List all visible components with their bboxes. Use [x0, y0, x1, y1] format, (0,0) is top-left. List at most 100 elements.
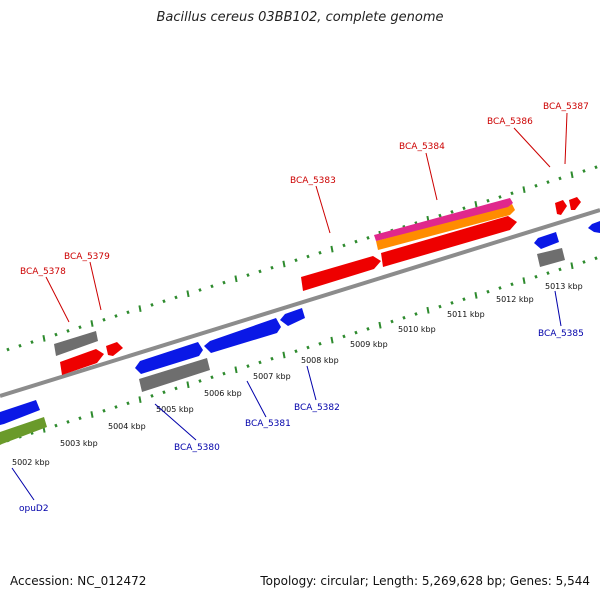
- minor-tick: [162, 390, 166, 395]
- gene-label-bca-5383: BCA_5383: [290, 176, 336, 186]
- major-tick: [522, 186, 526, 193]
- scale-labels: 5002 kbp 5003 kbp 5004 kbp 5005 kbp 5006…: [12, 282, 583, 467]
- minor-tick: [174, 295, 178, 300]
- minor-tick: [270, 356, 274, 361]
- minor-tick: [78, 325, 82, 330]
- scale-label: 5013 kbp: [545, 282, 583, 291]
- minor-tick: [594, 256, 598, 261]
- leader-line: [45, 276, 70, 323]
- gene-feature-blue[interactable]: [280, 308, 305, 326]
- leader-line: [425, 152, 438, 201]
- major-tick: [474, 292, 478, 299]
- major-tick: [522, 277, 526, 284]
- gene-feature-red[interactable]: [106, 342, 123, 356]
- gene-feature-gray[interactable]: [139, 358, 210, 392]
- gene-label-bca-5378: BCA_5378: [20, 267, 66, 277]
- minor-tick: [198, 288, 202, 292]
- major-tick: [570, 171, 574, 179]
- minor-tick: [102, 317, 106, 322]
- gene-feature-blue[interactable]: [204, 318, 281, 353]
- gene-label-bca-5381: BCA_5381: [245, 419, 291, 429]
- gene-feature-gray[interactable]: [54, 331, 98, 356]
- minor-tick: [510, 282, 514, 287]
- scale-label: 5009 kbp: [350, 340, 388, 349]
- gene-feature-blue[interactable]: [0, 400, 40, 425]
- minor-tick: [486, 198, 490, 203]
- major-tick: [234, 275, 238, 283]
- minor-tick: [342, 243, 346, 248]
- forward-features: [54, 197, 581, 375]
- gene-label-bca-5387: BCA_5387: [543, 102, 589, 112]
- minor-tick: [78, 416, 82, 421]
- minor-tick: [438, 304, 442, 309]
- leader-line: [11, 467, 35, 501]
- minor-tick: [198, 379, 202, 383]
- minor-tick: [342, 334, 346, 339]
- leader-line: [315, 185, 331, 234]
- minor-tick: [210, 284, 214, 289]
- major-tick: [330, 245, 334, 253]
- gene-feature-orange[interactable]: [376, 204, 515, 250]
- inner-tick-row: [6, 256, 598, 443]
- minor-tick: [354, 239, 358, 244]
- gene-feature-blue[interactable]: [534, 232, 559, 249]
- minor-tick: [486, 289, 490, 294]
- minor-tick: [546, 180, 550, 184]
- minor-tick: [498, 286, 502, 290]
- minor-tick: [18, 343, 22, 348]
- minor-tick: [450, 301, 454, 305]
- major-tick: [570, 262, 574, 270]
- minor-tick: [222, 280, 226, 285]
- gene-feature-red[interactable]: [381, 216, 517, 267]
- minor-tick: [114, 314, 118, 318]
- gene-feature-red[interactable]: [569, 197, 581, 210]
- minor-tick: [594, 165, 598, 170]
- gene-label-bca-5380: BCA_5380: [174, 443, 220, 453]
- minor-tick: [354, 330, 358, 335]
- minor-tick: [462, 297, 466, 302]
- minor-tick: [6, 347, 10, 352]
- gene-feature-magenta[interactable]: [374, 198, 513, 241]
- gene-label-bca-5379: BCA_5379: [64, 252, 110, 262]
- minor-tick: [366, 327, 370, 331]
- minor-tick: [534, 183, 538, 188]
- minor-tick: [54, 332, 58, 337]
- scale-label: 5012 kbp: [496, 295, 534, 304]
- minor-tick: [258, 360, 262, 365]
- minor-tick: [126, 310, 130, 315]
- gene-feature-red[interactable]: [301, 256, 381, 291]
- reverse-features: [0, 221, 600, 445]
- gene-feature-blue[interactable]: [588, 221, 600, 233]
- major-tick: [282, 351, 286, 359]
- major-tick: [474, 201, 478, 208]
- minor-tick: [450, 210, 454, 214]
- gene-label-bca-5382: BCA_5382: [294, 403, 340, 413]
- leader-line: [154, 403, 197, 441]
- scale-label: 5002 kbp: [12, 458, 50, 467]
- minor-tick: [102, 408, 106, 413]
- minor-tick: [66, 329, 70, 333]
- gene-label-bca-5384: BCA_5384: [399, 142, 445, 152]
- accession-text: Accession: NC_012472: [10, 574, 147, 588]
- minor-tick: [66, 420, 70, 424]
- scale-label: 5004 kbp: [108, 422, 146, 431]
- minor-tick: [150, 394, 154, 398]
- gene-feature-red[interactable]: [555, 200, 567, 215]
- minor-tick: [414, 312, 418, 316]
- gene-feature-green[interactable]: [0, 417, 47, 445]
- leader-line: [89, 261, 102, 311]
- minor-tick: [546, 271, 550, 275]
- minor-tick: [558, 267, 562, 272]
- minor-tick: [582, 260, 586, 264]
- minor-tick: [294, 349, 298, 354]
- minor-tick: [402, 315, 406, 320]
- gene-feature-gray[interactable]: [537, 248, 565, 267]
- minor-tick: [114, 405, 118, 409]
- reverse-leaders: [11, 290, 562, 501]
- minor-tick: [162, 299, 166, 304]
- gene-feature-red[interactable]: [60, 349, 104, 375]
- leader-line: [513, 127, 551, 168]
- minor-tick: [558, 176, 562, 181]
- gene-feature-blue[interactable]: [135, 342, 203, 374]
- minor-tick: [222, 371, 226, 376]
